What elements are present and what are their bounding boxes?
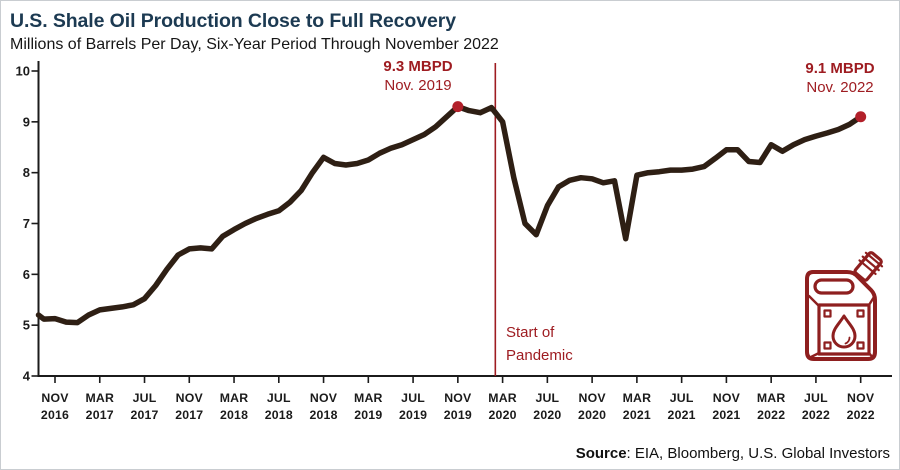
x-tick-label-year: 2017 (175, 408, 203, 422)
x-tick-label-month: NOV (310, 391, 338, 405)
x-tick-label-year: 2022 (847, 408, 875, 422)
x-tick-label-month: NOV (444, 391, 472, 405)
x-tick-label-year: 2020 (578, 408, 606, 422)
y-tick-label: 6 (23, 267, 30, 282)
x-tick-label-year: 2016 (41, 408, 69, 422)
annotation-pandemic-line1: Start of (506, 324, 555, 341)
x-tick-label-year: 2022 (757, 408, 785, 422)
annotation-pandemic-line2: Pandemic (506, 347, 573, 364)
x-tick-label-year: 2019 (444, 408, 472, 422)
x-tick-label-month: MAR (623, 391, 652, 405)
page-title: U.S. Shale Oil Production Close to Full … (10, 10, 456, 32)
peak-marker-nov-2022 (855, 111, 867, 123)
y-tick-label: 10 (16, 64, 30, 79)
y-tick-label: 8 (23, 165, 30, 180)
x-tick-label-month: JUL (401, 391, 425, 405)
x-tick-label-year: 2021 (623, 408, 651, 422)
annotation-peak-2022-value: 9.1 MBPD (805, 60, 875, 77)
x-tick-label-year: 2019 (354, 408, 382, 422)
y-tick-label: 5 (23, 318, 30, 333)
x-tick-label-year: 2019 (399, 408, 427, 422)
annotation-peak-2019-date: Nov. 2019 (384, 77, 452, 94)
x-tick-label-year: 2017 (130, 408, 158, 422)
chart-subtitle: Millions of Barrels Per Day, Six-Year Pe… (10, 36, 499, 53)
annotation-peak-2022: 9.1 MBPD Nov. 2022 (783, 59, 897, 97)
x-tick-label-month: NOV (41, 391, 69, 405)
x-tick-label-month: MAR (220, 391, 249, 405)
x-tick-label-month: MAR (85, 391, 114, 405)
x-tick-label-year: 2018 (220, 408, 248, 422)
x-tick-label-year: 2022 (802, 408, 830, 422)
x-tick-label-month: MAR (354, 391, 383, 405)
annotation-peak-2019: 9.3 MBPD Nov. 2019 (348, 57, 488, 95)
x-tick-label-year: 2021 (712, 408, 740, 422)
x-tick-label-month: JUL (267, 391, 291, 405)
x-tick-label-month: NOV (713, 391, 741, 405)
x-tick-label-month: NOV (578, 391, 606, 405)
x-tick-label-month: NOV (847, 391, 875, 405)
production-line (35, 103, 864, 326)
jerry-can-icon (805, 251, 884, 361)
annotation-peak-2022-date: Nov. 2022 (806, 79, 874, 96)
peak-marker-nov-2019 (452, 101, 464, 113)
x-tick-label-month: JUL (535, 391, 559, 405)
x-tick-label-month: MAR (757, 391, 786, 405)
annotation-start-of-pandemic: Start of Pandemic (506, 321, 573, 367)
x-tick-label-year: 2020 (489, 408, 517, 422)
x-tick-label-year: 2020 (533, 408, 561, 422)
x-tick-label-month: JUL (670, 391, 694, 405)
x-tick-label-year: 2021 (668, 408, 696, 422)
y-tick-label: 9 (23, 114, 30, 129)
annotation-peak-2019-value: 9.3 MBPD (383, 58, 453, 75)
y-tick-label: 4 (23, 369, 31, 384)
x-tick-label-year: 2017 (86, 408, 114, 422)
chart-header: U.S. Shale Oil Production Close to Full … (1, 1, 499, 54)
x-tick-label-month: JUL (804, 391, 828, 405)
source-text: : EIA, Bloomberg, U.S. Global Investors (626, 445, 890, 462)
x-tick-label-month: JUL (133, 391, 157, 405)
source-label: Source (575, 445, 627, 462)
source-note: Source: EIA, Bloomberg, U.S. Global Inve… (576, 445, 890, 462)
x-tick-label-year: 2018 (309, 408, 337, 422)
y-tick-label: 7 (23, 216, 30, 231)
oil-droplet-icon (831, 314, 857, 349)
x-tick-label-month: MAR (488, 391, 517, 405)
x-tick-label-year: 2018 (265, 408, 293, 422)
x-tick-label-month: NOV (176, 391, 204, 405)
